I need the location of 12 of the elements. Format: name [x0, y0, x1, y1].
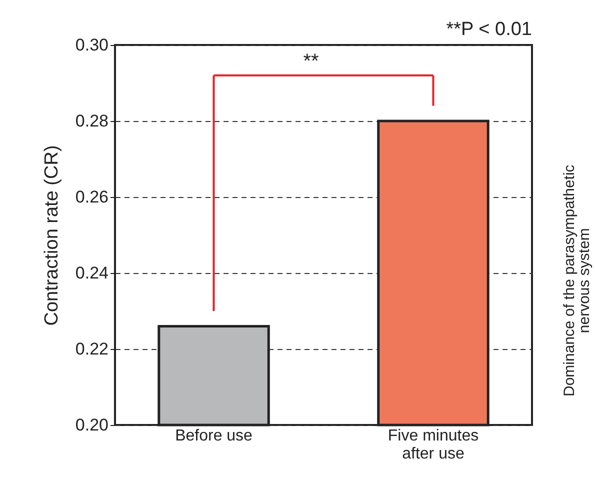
y-tick-label: 0.28 [75, 112, 108, 130]
x-tick-label: Before use [175, 428, 253, 444]
y-tick-label: 0.30 [75, 36, 108, 54]
annotation: ** [303, 50, 319, 72]
y-tick-label: 0.24 [75, 264, 108, 282]
y-tick-label: 0.20 [75, 416, 108, 434]
y-tick-label: 0.26 [75, 188, 108, 206]
text: **P < 0.01 [446, 19, 532, 40]
text: Dominance of the parasympathetic nervous system [561, 164, 593, 396]
x-tick-label: Five minutes after use [388, 428, 479, 462]
y-axis-title: Contraction rate (CR) [41, 145, 62, 326]
y-tick-label: 0.22 [75, 340, 108, 358]
